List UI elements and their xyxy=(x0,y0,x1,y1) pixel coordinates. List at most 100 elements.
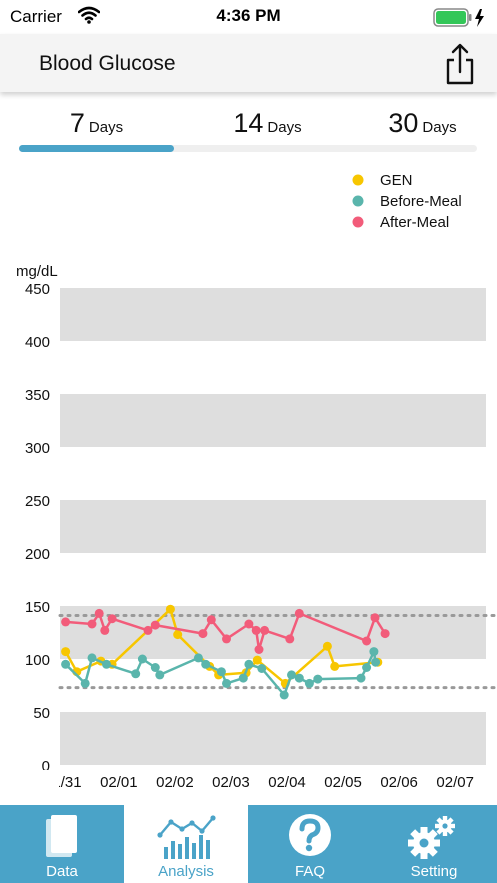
data-point xyxy=(244,619,254,629)
data-point xyxy=(143,625,153,635)
data-point xyxy=(322,641,332,651)
data-point xyxy=(260,625,270,635)
data-point xyxy=(206,615,216,625)
y-axis-label: mg/dL xyxy=(16,263,58,280)
data-point xyxy=(87,653,97,663)
wifi-icon xyxy=(77,6,101,29)
carrier-label: Carrier xyxy=(10,7,62,26)
x-tick-label: 02/07 xyxy=(436,774,474,791)
data-point xyxy=(131,669,141,679)
data-point xyxy=(222,678,231,688)
series-line-before-meal xyxy=(64,650,377,697)
y-tick-label: 250 xyxy=(25,493,50,510)
range-indicator-track xyxy=(19,145,477,152)
data-point xyxy=(137,654,147,664)
tab-label: FAQ xyxy=(294,863,325,880)
data-point xyxy=(216,667,226,677)
data-point xyxy=(254,645,264,654)
data-icon xyxy=(46,815,77,857)
data-point xyxy=(107,614,117,624)
data-point xyxy=(330,661,340,671)
y-tick-label: 400 xyxy=(25,334,50,351)
nav-header: Blood Glucose xyxy=(0,34,497,92)
data-point xyxy=(165,604,175,614)
data-point xyxy=(100,625,110,635)
data-point xyxy=(371,657,381,667)
range-tab-unit: Days xyxy=(422,119,457,136)
tab-analysis[interactable]: Analysis xyxy=(124,805,248,883)
y-tick-label: 450 xyxy=(25,281,50,298)
data-point xyxy=(294,673,304,683)
legend-label: After-Meal xyxy=(380,214,449,231)
grid-band xyxy=(60,288,486,341)
data-point xyxy=(279,690,289,700)
data-point xyxy=(252,655,262,665)
faq-icon xyxy=(289,814,331,856)
tab-label: Setting xyxy=(410,863,458,880)
range-tab-number: 14 xyxy=(233,108,264,138)
data-point xyxy=(173,630,183,640)
grid-band xyxy=(60,394,486,447)
data-point xyxy=(94,608,104,618)
data-point xyxy=(61,647,71,657)
clock-label: 4:36 PM xyxy=(216,6,281,25)
grid-band xyxy=(60,712,486,765)
y-tick-label: 200 xyxy=(25,546,50,563)
axis-mask xyxy=(0,770,59,800)
data-point xyxy=(80,678,90,688)
x-tick-label: 02/06 xyxy=(380,774,418,791)
y-tick-label: 100 xyxy=(25,652,50,669)
y-tick-label: 300 xyxy=(25,440,50,457)
data-point xyxy=(61,617,71,627)
tab-data[interactable]: Data xyxy=(0,805,124,883)
grid-band xyxy=(60,500,486,553)
legend-marker xyxy=(352,216,364,228)
data-point xyxy=(198,629,208,639)
data-point xyxy=(155,670,165,680)
y-tick-label: 50 xyxy=(33,705,50,722)
data-point xyxy=(304,678,314,688)
y-tick-label: 0 xyxy=(42,758,50,775)
share-icon xyxy=(446,43,474,85)
share-button[interactable] xyxy=(440,42,480,86)
data-point xyxy=(362,636,372,646)
data-point xyxy=(150,663,160,672)
range-tab-30-days[interactable]: 30 Days xyxy=(345,108,497,148)
range-tab-7-days[interactable]: 7 Days xyxy=(19,108,174,148)
x-tick-label: 02/05 xyxy=(324,774,362,791)
data-point xyxy=(222,634,231,644)
y-tick-label: 150 xyxy=(25,599,50,616)
data-point xyxy=(238,673,248,683)
range-indicator-fill xyxy=(19,145,174,152)
data-point xyxy=(61,659,71,669)
tab-faq[interactable]: FAQ xyxy=(248,805,372,883)
page-title: Blood Glucose xyxy=(39,52,176,75)
y-tick-label: 350 xyxy=(25,387,50,404)
analysis-icon xyxy=(157,815,216,859)
range-tab-unit: Days xyxy=(267,119,302,136)
x-tick-label: 02/04 xyxy=(268,774,306,791)
data-point xyxy=(287,670,296,680)
status-bar: Carrier 4:36 PM xyxy=(0,0,497,34)
range-tab-unit: Days xyxy=(88,119,124,136)
data-point xyxy=(201,659,211,669)
x-tick-label: 02/01 xyxy=(100,774,138,791)
data-point xyxy=(251,625,261,635)
tab-setting[interactable]: Setting xyxy=(372,805,496,883)
legend-label: GEN xyxy=(380,172,413,189)
range-tab-14-days[interactable]: 14 Days xyxy=(190,108,345,148)
data-point xyxy=(370,613,380,623)
legend-marker xyxy=(352,195,364,207)
setting-icon xyxy=(408,816,455,859)
data-point xyxy=(102,659,111,669)
legend-marker xyxy=(352,174,364,186)
data-point xyxy=(244,659,254,669)
data-point xyxy=(285,634,295,644)
data-point xyxy=(313,674,323,684)
tab-label: Data xyxy=(46,863,78,880)
legend-label: Before-Meal xyxy=(380,193,462,210)
x-tick-label: 02/03 xyxy=(212,774,250,791)
data-point xyxy=(294,608,304,618)
x-tick-label: 02/02 xyxy=(156,774,194,791)
